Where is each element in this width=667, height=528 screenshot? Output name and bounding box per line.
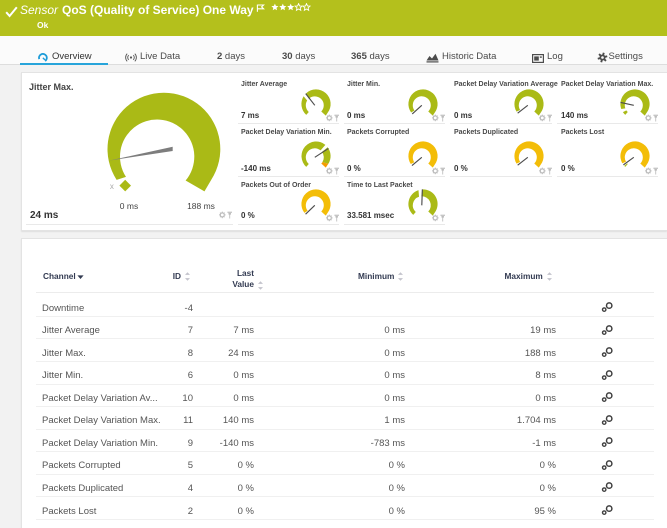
svg-text:x: x [110,182,114,191]
